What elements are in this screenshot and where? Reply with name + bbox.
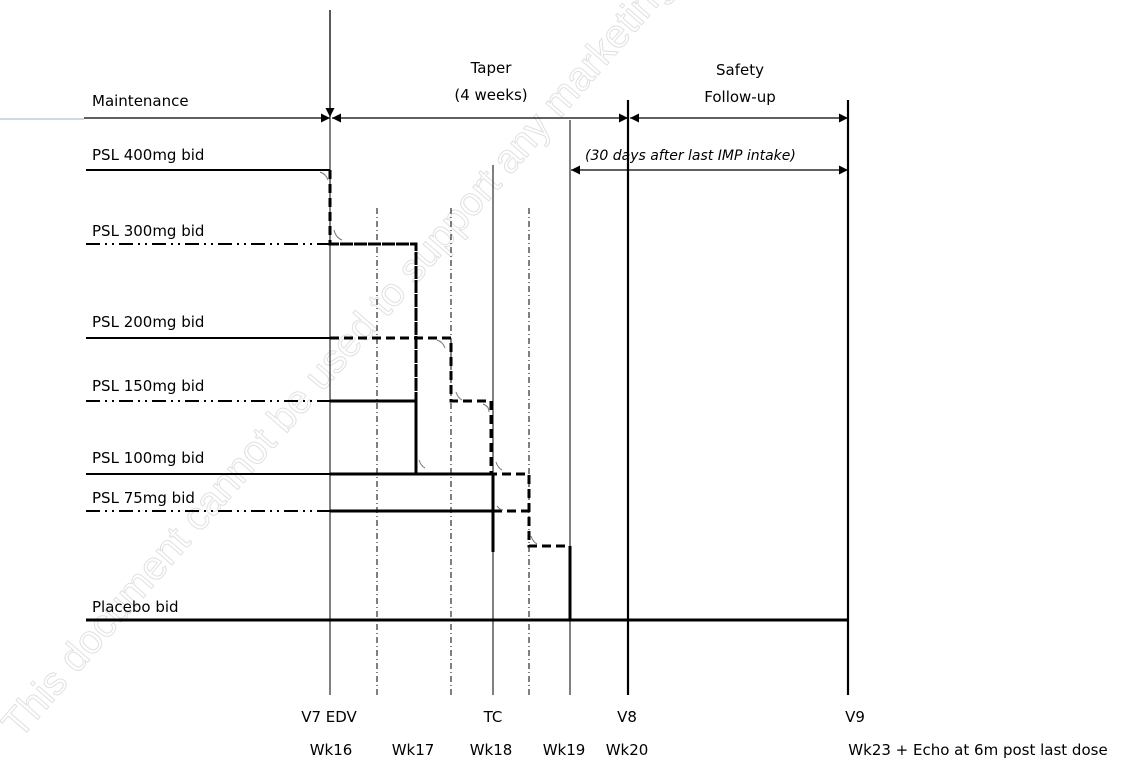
dose-label: PSL 400mg bid — [92, 146, 204, 164]
safety-note: (30 days after last IMP intake) — [585, 148, 796, 164]
week-label: Wk17 — [392, 741, 435, 759]
taper-path-300 — [330, 242, 418, 468]
week-label: Wk23 + Echo at 6m post last dose — [848, 741, 1107, 759]
dose-label: PSL 200mg bid — [92, 313, 204, 331]
week-label: Wk16 — [310, 741, 353, 759]
taper-label-line1: Taper — [470, 59, 513, 77]
corner-marks — [319, 171, 538, 545]
dose-label: PSL 300mg bid — [92, 222, 204, 240]
maintenance-label: Maintenance — [92, 92, 189, 110]
taper-label-line2: (4 weeks) — [454, 86, 527, 104]
taper-path-200 — [330, 336, 570, 548]
week-label: Wk20 — [606, 741, 649, 759]
visit-label-v7: V7 EDV — [301, 708, 357, 726]
visit-label-tc: TC — [483, 708, 503, 726]
dose-label: PSL 75mg bid — [92, 489, 195, 507]
dose-label: Placebo bid — [92, 598, 179, 616]
visit-label-v8: V8 — [617, 708, 637, 726]
week-label: Wk18 — [470, 741, 513, 759]
dose-label: PSL 150mg bid — [92, 377, 204, 395]
week-label: Wk19 — [543, 741, 586, 759]
safety-label-line2: Follow-up — [704, 88, 776, 106]
visit-label-v9: V9 — [845, 708, 865, 726]
taper-path-150 — [330, 399, 418, 474]
taper-path-100 — [330, 472, 495, 552]
dose-label: PSL 100mg bid — [92, 449, 204, 467]
safety-label-line1: Safety — [716, 61, 764, 79]
